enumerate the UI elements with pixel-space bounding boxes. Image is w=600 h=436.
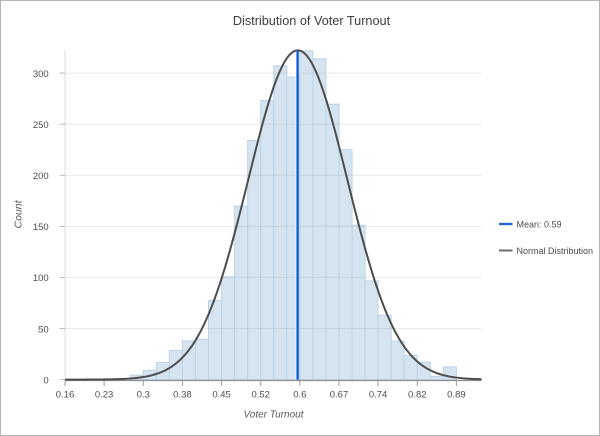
svg-text:0.74: 0.74 — [369, 390, 388, 401]
svg-text:Normal Distribution: Normal Distribution — [517, 246, 594, 256]
svg-text:0.52: 0.52 — [251, 390, 270, 401]
svg-text:0.82: 0.82 — [408, 390, 427, 401]
svg-text:50: 50 — [38, 324, 49, 335]
svg-text:Count: Count — [13, 199, 25, 228]
svg-text:Mean: 0.59: Mean: 0.59 — [517, 219, 562, 229]
svg-text:0.67: 0.67 — [330, 390, 349, 401]
svg-text:0.38: 0.38 — [173, 390, 192, 401]
svg-text:Voter Turnout: Voter Turnout — [243, 410, 304, 421]
svg-text:0.6: 0.6 — [293, 390, 306, 401]
svg-text:100: 100 — [33, 273, 49, 284]
svg-text:0.89: 0.89 — [447, 390, 466, 401]
svg-text:200: 200 — [33, 171, 49, 182]
svg-text:0: 0 — [43, 375, 48, 386]
svg-text:300: 300 — [33, 69, 49, 80]
svg-text:0.16: 0.16 — [56, 390, 75, 401]
svg-text:0.3: 0.3 — [137, 390, 150, 401]
svg-text:150: 150 — [33, 222, 49, 233]
svg-text:0.23: 0.23 — [95, 390, 114, 401]
svg-text:Distribution of Voter Turnout: Distribution of Voter Turnout — [233, 14, 391, 28]
svg-text:0.45: 0.45 — [212, 390, 231, 401]
svg-text:250: 250 — [33, 120, 49, 131]
